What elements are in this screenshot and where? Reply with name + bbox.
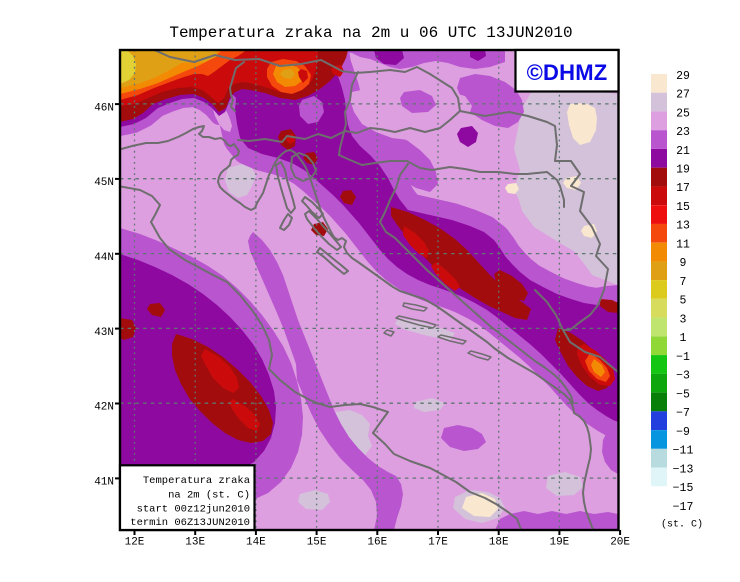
svg-text:42N: 42N [94, 402, 114, 414]
svg-text:−9: −9 [676, 426, 690, 439]
svg-text:5: 5 [680, 295, 687, 308]
svg-text:−15: −15 [673, 482, 694, 495]
svg-text:start 00z12jun2010: start 00z12jun2010 [137, 503, 250, 515]
svg-text:41N: 41N [94, 477, 114, 489]
svg-text:15: 15 [676, 201, 690, 214]
svg-text:Temperatura zraka: Temperatura zraka [143, 475, 250, 487]
svg-text:20E: 20E [610, 537, 630, 549]
svg-text:Temperatura zraka na 2m u 06 U: Temperatura zraka na 2m u 06 UTC 13JUN20… [169, 24, 572, 42]
svg-text:(st. C): (st. C) [661, 518, 703, 530]
svg-text:45N: 45N [94, 177, 114, 189]
svg-text:25: 25 [676, 107, 690, 120]
svg-text:−11: −11 [673, 445, 694, 458]
svg-text:−1: −1 [676, 351, 690, 364]
svg-text:14E: 14E [246, 537, 266, 549]
svg-text:17E: 17E [428, 537, 448, 549]
svg-text:16E: 16E [367, 537, 387, 549]
svg-text:13E: 13E [185, 537, 205, 549]
svg-text:29: 29 [676, 70, 690, 83]
svg-text:−5: −5 [676, 388, 690, 401]
svg-text:21: 21 [676, 145, 690, 158]
svg-text:−3: −3 [676, 370, 690, 383]
svg-text:19: 19 [676, 164, 690, 177]
svg-text:44N: 44N [94, 252, 114, 264]
svg-text:©DHMZ: ©DHMZ [527, 60, 608, 85]
svg-text:19E: 19E [549, 537, 569, 549]
svg-text:na 2m (st. C): na 2m (st. C) [168, 489, 250, 501]
svg-text:−13: −13 [673, 463, 694, 476]
svg-text:18E: 18E [489, 537, 509, 549]
svg-text:3: 3 [680, 313, 687, 326]
svg-text:13: 13 [676, 220, 690, 233]
svg-text:12E: 12E [125, 537, 145, 549]
svg-text:11: 11 [676, 239, 690, 252]
svg-text:−17: −17 [673, 501, 694, 514]
svg-text:27: 27 [676, 89, 690, 102]
svg-text:23: 23 [676, 126, 690, 139]
svg-text:15E: 15E [307, 537, 327, 549]
svg-text:−7: −7 [676, 407, 690, 420]
svg-text:9: 9 [680, 257, 687, 270]
svg-text:termin 06Z13JUN2010: termin 06Z13JUN2010 [130, 517, 250, 529]
svg-text:43N: 43N [94, 327, 114, 339]
svg-text:17: 17 [676, 182, 690, 195]
svg-text:7: 7 [680, 276, 687, 289]
svg-text:46N: 46N [94, 102, 114, 114]
svg-text:1: 1 [680, 332, 687, 345]
